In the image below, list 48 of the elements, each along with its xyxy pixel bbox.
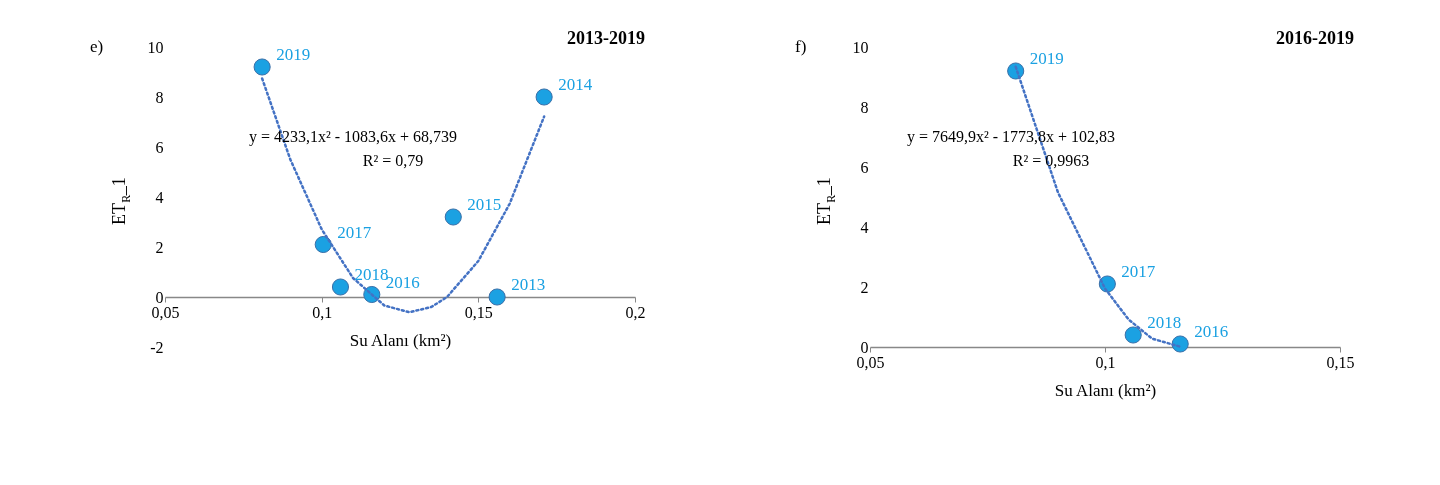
annotation: 2017 (337, 222, 372, 242)
x-axis-title: Su Alanı (km²) (1054, 380, 1157, 400)
y-tick-label: 2 (860, 278, 869, 296)
annotation: 2017 (1121, 262, 1156, 281)
annotation: 2013 (511, 275, 546, 294)
x-tick-label: 0,15 (464, 303, 493, 321)
y-tick-label: -2 (150, 338, 164, 356)
annotation: 2019 (276, 45, 311, 64)
annotation: y = 7649,9x² - 1773,8x + 102,83 (906, 128, 1116, 146)
annotation: 2014 (558, 75, 593, 94)
point (1124, 326, 1142, 344)
annotation: y = 4233,1x² - 1083,6x + 68,739 (248, 128, 458, 146)
annotation: R² = 0,79 (362, 152, 424, 169)
point (253, 58, 271, 76)
x-tick-label: 0,1 (1095, 353, 1116, 371)
x-tick-label: 0,05 (856, 353, 885, 371)
y-tick-label: 6 (860, 158, 869, 176)
annotation: R² = 0,9963 (1012, 152, 1090, 169)
y-tick-label: 2 (155, 238, 164, 256)
annotation: 2015 (467, 195, 502, 214)
x-tick-label: 0,15 (1326, 353, 1355, 371)
point (444, 208, 462, 226)
point (488, 288, 506, 306)
y-tick-label: 8 (860, 98, 869, 116)
y-tick-label: 0 (155, 288, 164, 306)
y-tick-label: 8 (155, 88, 164, 106)
x-tick-label: 0,1 (312, 303, 333, 321)
y-tick-label: 0 (860, 338, 869, 356)
y-tick-label: 6 (155, 138, 164, 156)
y-tick-label: 4 (860, 218, 869, 236)
x-tick-label: 0,05 (151, 303, 180, 321)
annotation: 2018 (1147, 313, 1182, 332)
y-tick-label: 10 (147, 38, 164, 56)
point (535, 88, 553, 106)
y-axis-title: ETR_1 (109, 177, 133, 225)
point (331, 278, 350, 296)
point (314, 235, 332, 254)
annotation: 2016 (1194, 322, 1229, 341)
annotation: 2019 (1029, 49, 1064, 68)
chart-title: 2016-2019 (1276, 28, 1354, 48)
x-axis-title: Su Alanı (km²) (349, 330, 452, 350)
text: f) (795, 37, 807, 56)
y-tick-label: 4 (155, 188, 164, 206)
y-tick-label: 10 (852, 38, 869, 56)
chart-title: 2013-2019 (567, 28, 645, 48)
y-axis-title: ETR_1 (814, 177, 838, 225)
x-tick-label: 0,2 (625, 303, 646, 321)
text: e) (90, 37, 104, 56)
